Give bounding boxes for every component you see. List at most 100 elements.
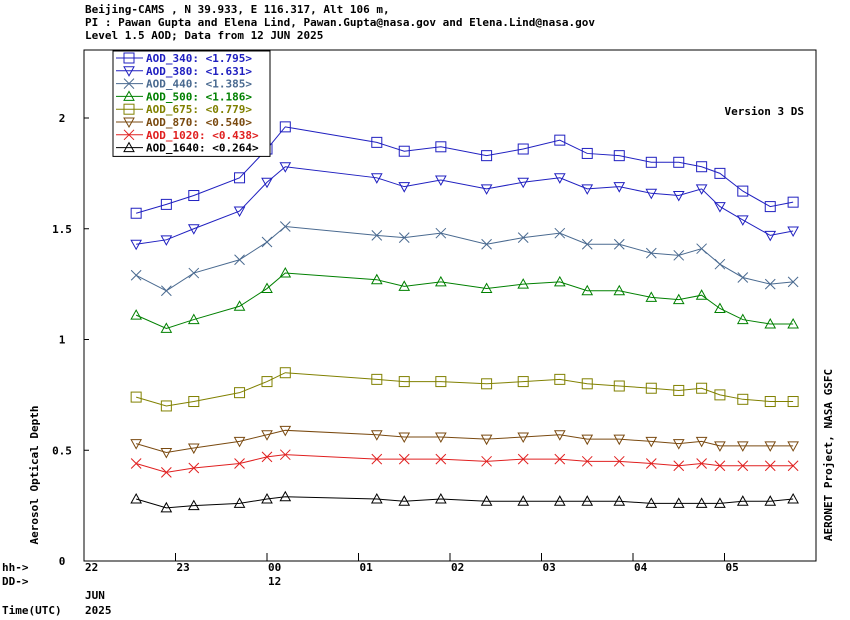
data-point xyxy=(764,460,776,472)
data-point xyxy=(187,224,200,235)
legend-marker xyxy=(123,78,135,89)
data-point xyxy=(737,185,749,197)
data-point xyxy=(398,453,410,465)
data-point xyxy=(130,309,143,320)
data-point xyxy=(695,497,708,508)
data-point xyxy=(553,173,566,184)
legend-label: AOD_1640: <0.264> xyxy=(146,142,259,155)
data-point xyxy=(673,156,685,168)
data-point xyxy=(787,226,799,237)
x-day-label: 12 xyxy=(268,575,281,588)
series-line-aod_440 xyxy=(135,226,794,292)
data-point xyxy=(279,490,292,502)
data-point xyxy=(130,458,142,469)
data-point xyxy=(279,221,291,232)
data-point xyxy=(517,376,529,388)
data-point xyxy=(696,161,708,173)
data-point xyxy=(188,462,200,474)
data-point xyxy=(234,458,245,469)
series-line-aod_870 xyxy=(136,429,794,453)
data-point xyxy=(481,378,493,390)
hh-label: hh-> xyxy=(2,561,29,574)
series-line-aod_1020 xyxy=(136,454,794,473)
x-tick-label: 04 xyxy=(634,561,648,574)
data-point xyxy=(714,258,726,270)
data-point xyxy=(714,202,726,213)
data-point xyxy=(673,460,685,472)
data-point xyxy=(696,243,707,255)
series-line-aod_1640 xyxy=(136,496,794,509)
data-point xyxy=(370,430,383,441)
legend-marker xyxy=(123,103,135,115)
data-point xyxy=(787,317,799,329)
data-point xyxy=(581,284,594,296)
y-tick-label: 1.5 xyxy=(52,223,72,236)
data-point xyxy=(695,436,708,448)
data-point xyxy=(517,495,530,506)
data-point xyxy=(188,267,200,279)
data-point xyxy=(645,188,658,200)
data-point xyxy=(672,191,685,202)
data-point xyxy=(279,121,291,133)
y-tick-label: 0 xyxy=(59,555,66,568)
data-point xyxy=(398,280,411,291)
data-point xyxy=(645,291,658,302)
data-point xyxy=(613,150,625,162)
data-point xyxy=(517,232,529,243)
data-point xyxy=(130,391,142,403)
data-point xyxy=(764,230,777,242)
data-point xyxy=(787,492,799,504)
data-point xyxy=(736,441,749,452)
data-point xyxy=(554,227,566,239)
data-point xyxy=(581,238,593,250)
data-point xyxy=(645,458,657,469)
data-point xyxy=(371,136,383,148)
data-point xyxy=(673,384,685,396)
data-point xyxy=(581,378,593,390)
data-point xyxy=(553,495,566,506)
data-point xyxy=(481,455,492,467)
y-tick-label: 0.5 xyxy=(52,444,72,457)
data-point xyxy=(435,376,447,388)
data-point xyxy=(160,322,173,333)
data-point xyxy=(234,254,245,266)
data-point xyxy=(279,267,292,278)
data-point xyxy=(581,147,593,159)
data-point xyxy=(279,162,292,173)
data-point xyxy=(160,467,172,478)
year-label: 2025 xyxy=(85,604,112,617)
data-point xyxy=(371,453,383,465)
header-level-line: Level 1.5 AOD; Data from 12 JUN 2025 xyxy=(85,29,323,42)
data-point xyxy=(645,156,657,168)
data-point xyxy=(554,134,566,146)
data-point xyxy=(234,172,246,184)
data-point xyxy=(613,455,625,467)
data-point xyxy=(371,230,383,241)
legend-marker xyxy=(123,117,135,129)
data-point xyxy=(673,249,685,261)
data-point xyxy=(279,425,292,437)
legend-label: AOD_380: <1.631> xyxy=(146,65,252,78)
data-point xyxy=(553,430,566,441)
credit-label: AERONET Project, NASA GSFC xyxy=(822,369,835,541)
header-site-line: Beijing-CAMS , N 39.933, E 116.317, Alt … xyxy=(85,3,390,16)
data-point xyxy=(481,238,492,250)
data-point xyxy=(714,167,726,179)
data-point xyxy=(398,145,410,157)
data-point xyxy=(696,382,708,394)
data-point xyxy=(714,441,726,452)
data-point xyxy=(581,455,593,467)
data-point xyxy=(787,276,799,288)
data-point xyxy=(130,239,143,251)
data-point xyxy=(130,269,142,281)
y-tick-label: 1 xyxy=(59,334,66,347)
data-point xyxy=(261,282,273,294)
data-point xyxy=(787,441,799,452)
data-point xyxy=(435,453,447,465)
data-point xyxy=(787,396,799,408)
data-point xyxy=(261,236,273,248)
data-point xyxy=(764,201,776,213)
data-point xyxy=(764,396,776,408)
data-point xyxy=(233,436,246,448)
data-point xyxy=(398,432,411,443)
